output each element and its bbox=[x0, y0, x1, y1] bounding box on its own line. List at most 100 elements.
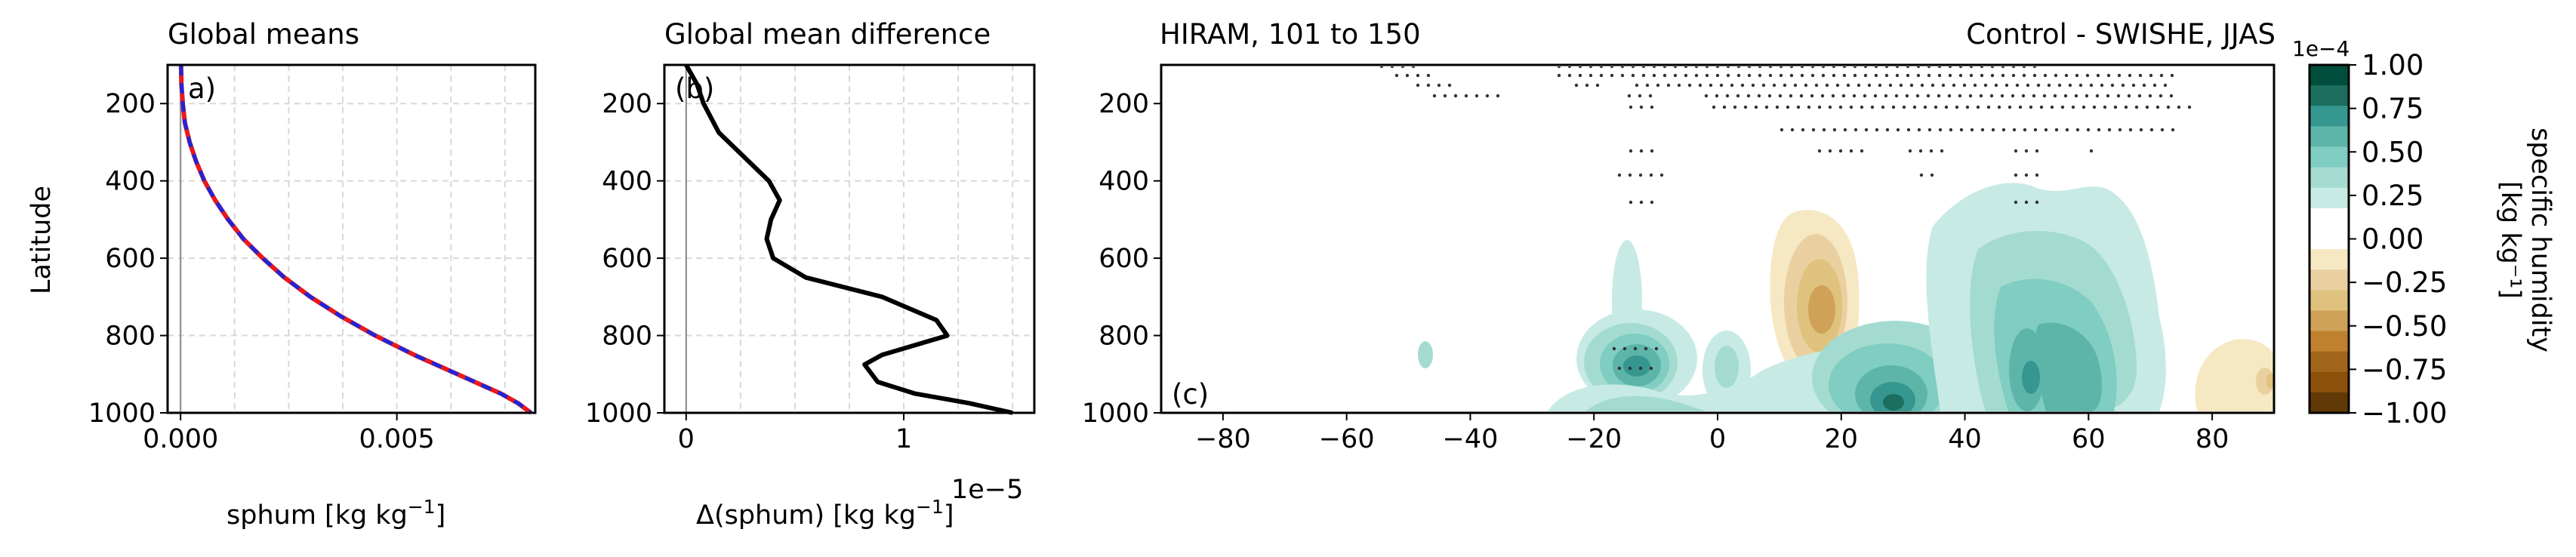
stipple-dot bbox=[2124, 105, 2128, 109]
panel-c-xtick-label: −60 bbox=[1319, 424, 1375, 454]
stipple-dot bbox=[1875, 128, 1879, 132]
panel-a-xlabel: sphum [kg kg−1] bbox=[226, 496, 445, 531]
panel-a-ytick-label: 200 bbox=[105, 89, 156, 119]
stipple-dot bbox=[1764, 105, 1769, 109]
stipple-dot bbox=[1906, 66, 1910, 69]
panel-c-xtick-label: 40 bbox=[1948, 424, 1982, 454]
stipple-dot bbox=[1638, 366, 1643, 371]
stipple-dot bbox=[1747, 66, 1752, 69]
stipple-dot bbox=[1817, 149, 1822, 153]
stipple-dot bbox=[1929, 149, 1934, 153]
stipple-dot bbox=[2032, 66, 2037, 69]
stipple-dot bbox=[2089, 149, 2094, 153]
stipple-dot bbox=[1969, 73, 1974, 78]
stipple-dot bbox=[1443, 94, 1447, 98]
colorbar-band bbox=[2309, 146, 2349, 168]
colorbar-band bbox=[2309, 126, 2349, 148]
panel-b-grid bbox=[664, 65, 1034, 414]
stipple-dot bbox=[1885, 128, 1890, 132]
stipple-dot bbox=[2110, 83, 2115, 88]
stipple-dot bbox=[1842, 73, 1847, 78]
stipple-dot bbox=[1649, 173, 1653, 177]
panel-b-offset: 1e−5 bbox=[951, 475, 1023, 505]
panel-b-title: Global mean difference bbox=[664, 18, 991, 51]
stipple-dot bbox=[1990, 73, 1995, 78]
stipple-dot bbox=[1416, 73, 1420, 78]
stipple-dot bbox=[1715, 66, 1720, 69]
stipple-dot bbox=[2042, 94, 2047, 98]
stipple-dot bbox=[1574, 83, 1579, 88]
stipple-dot bbox=[2131, 83, 2136, 88]
stipple-dot bbox=[1704, 94, 1709, 98]
stipple-dot bbox=[1453, 94, 1458, 98]
stipple-dot bbox=[1437, 83, 1441, 88]
stipple-dot bbox=[1860, 149, 1864, 153]
stipple-dot bbox=[2116, 94, 2121, 98]
panel-a-frame bbox=[166, 63, 537, 414]
stipple-dot bbox=[2064, 73, 2069, 78]
stipple-dot bbox=[1810, 94, 1814, 98]
colorbar-band bbox=[2309, 249, 2349, 270]
panel-b-xlabel: Δ(sphum) [kg kg−1] bbox=[696, 496, 954, 531]
stipple-dot bbox=[1916, 73, 1921, 78]
stipple-dot bbox=[1874, 73, 1878, 78]
stipple-dot bbox=[1432, 94, 1437, 98]
panel-a-ytick-label: 800 bbox=[105, 322, 156, 352]
stipple-dot bbox=[2142, 83, 2146, 88]
stipple-dot bbox=[1790, 128, 1795, 132]
stipple-dot bbox=[1496, 94, 1500, 98]
stipple-dot bbox=[1567, 73, 1572, 78]
colorbar-bands bbox=[2309, 65, 2349, 414]
stipple-dot bbox=[1694, 73, 1699, 78]
stipple-dot bbox=[1821, 66, 1826, 69]
stipple-dot bbox=[2118, 128, 2122, 132]
stipple-dot bbox=[2057, 83, 2062, 88]
stipple-dot bbox=[1870, 105, 1875, 109]
panel-c-ticks: 200 400 600 800 1000 −80 −60 −40 −20 0 20 40 60 80 bbox=[1082, 89, 2229, 454]
stipple-dot bbox=[2139, 128, 2143, 132]
stipple-dot bbox=[2054, 128, 2059, 132]
stipple-dot bbox=[2097, 128, 2101, 132]
stipple-dot bbox=[1557, 66, 1561, 69]
stipple-dot bbox=[2024, 200, 2029, 205]
stipple-dot bbox=[1842, 66, 1847, 69]
panel-a-label: a) bbox=[188, 72, 216, 105]
stipple-dot bbox=[1567, 66, 1572, 69]
stipple-dot bbox=[2035, 173, 2039, 177]
feature-pos-50 bbox=[1926, 183, 2166, 411]
stipple-dot bbox=[1754, 105, 1758, 109]
stipple-dot bbox=[1930, 173, 1934, 177]
stipple-dot bbox=[2039, 105, 2044, 109]
stipple-dot bbox=[1715, 94, 1719, 98]
stipple-dot bbox=[2170, 73, 2174, 78]
stipple-dot bbox=[1768, 73, 1773, 78]
stipple-dot bbox=[1394, 73, 1399, 78]
stipple-dot bbox=[1947, 94, 1952, 98]
stipple-dot bbox=[2032, 73, 2037, 78]
stipple-dot bbox=[1874, 66, 1878, 69]
stipple-dot bbox=[2053, 94, 2057, 98]
stipple-dot bbox=[1838, 105, 1843, 109]
stipple-dot bbox=[1811, 128, 1816, 132]
colorbar-offset: 1e−4 bbox=[2292, 36, 2350, 61]
colorbar-tick-label: 0.00 bbox=[2362, 223, 2423, 256]
panel-c-ytick-label: 200 bbox=[1098, 89, 1149, 119]
stipple-dot bbox=[1909, 83, 1914, 88]
colorbar-band bbox=[2309, 85, 2349, 106]
stipple-dot bbox=[1986, 105, 1991, 109]
stipple-dot bbox=[1645, 83, 1650, 88]
stipple-dot bbox=[1639, 105, 1644, 109]
stipple-dot bbox=[1899, 83, 1903, 88]
stipple-dot bbox=[1884, 66, 1889, 69]
stipple-dot bbox=[1896, 128, 1900, 132]
stipple-dot bbox=[1799, 94, 1804, 98]
stipple-dot bbox=[1997, 105, 2001, 109]
stipple-dot bbox=[1733, 105, 1737, 109]
colorbar-tick-label: −0.25 bbox=[2362, 266, 2447, 299]
stipple-dot bbox=[1873, 94, 1878, 98]
stipple-dot bbox=[1937, 66, 1942, 69]
stipple-dot bbox=[1628, 200, 1633, 205]
contour-field bbox=[1379, 66, 2274, 411]
panel-a-grid bbox=[168, 65, 535, 414]
